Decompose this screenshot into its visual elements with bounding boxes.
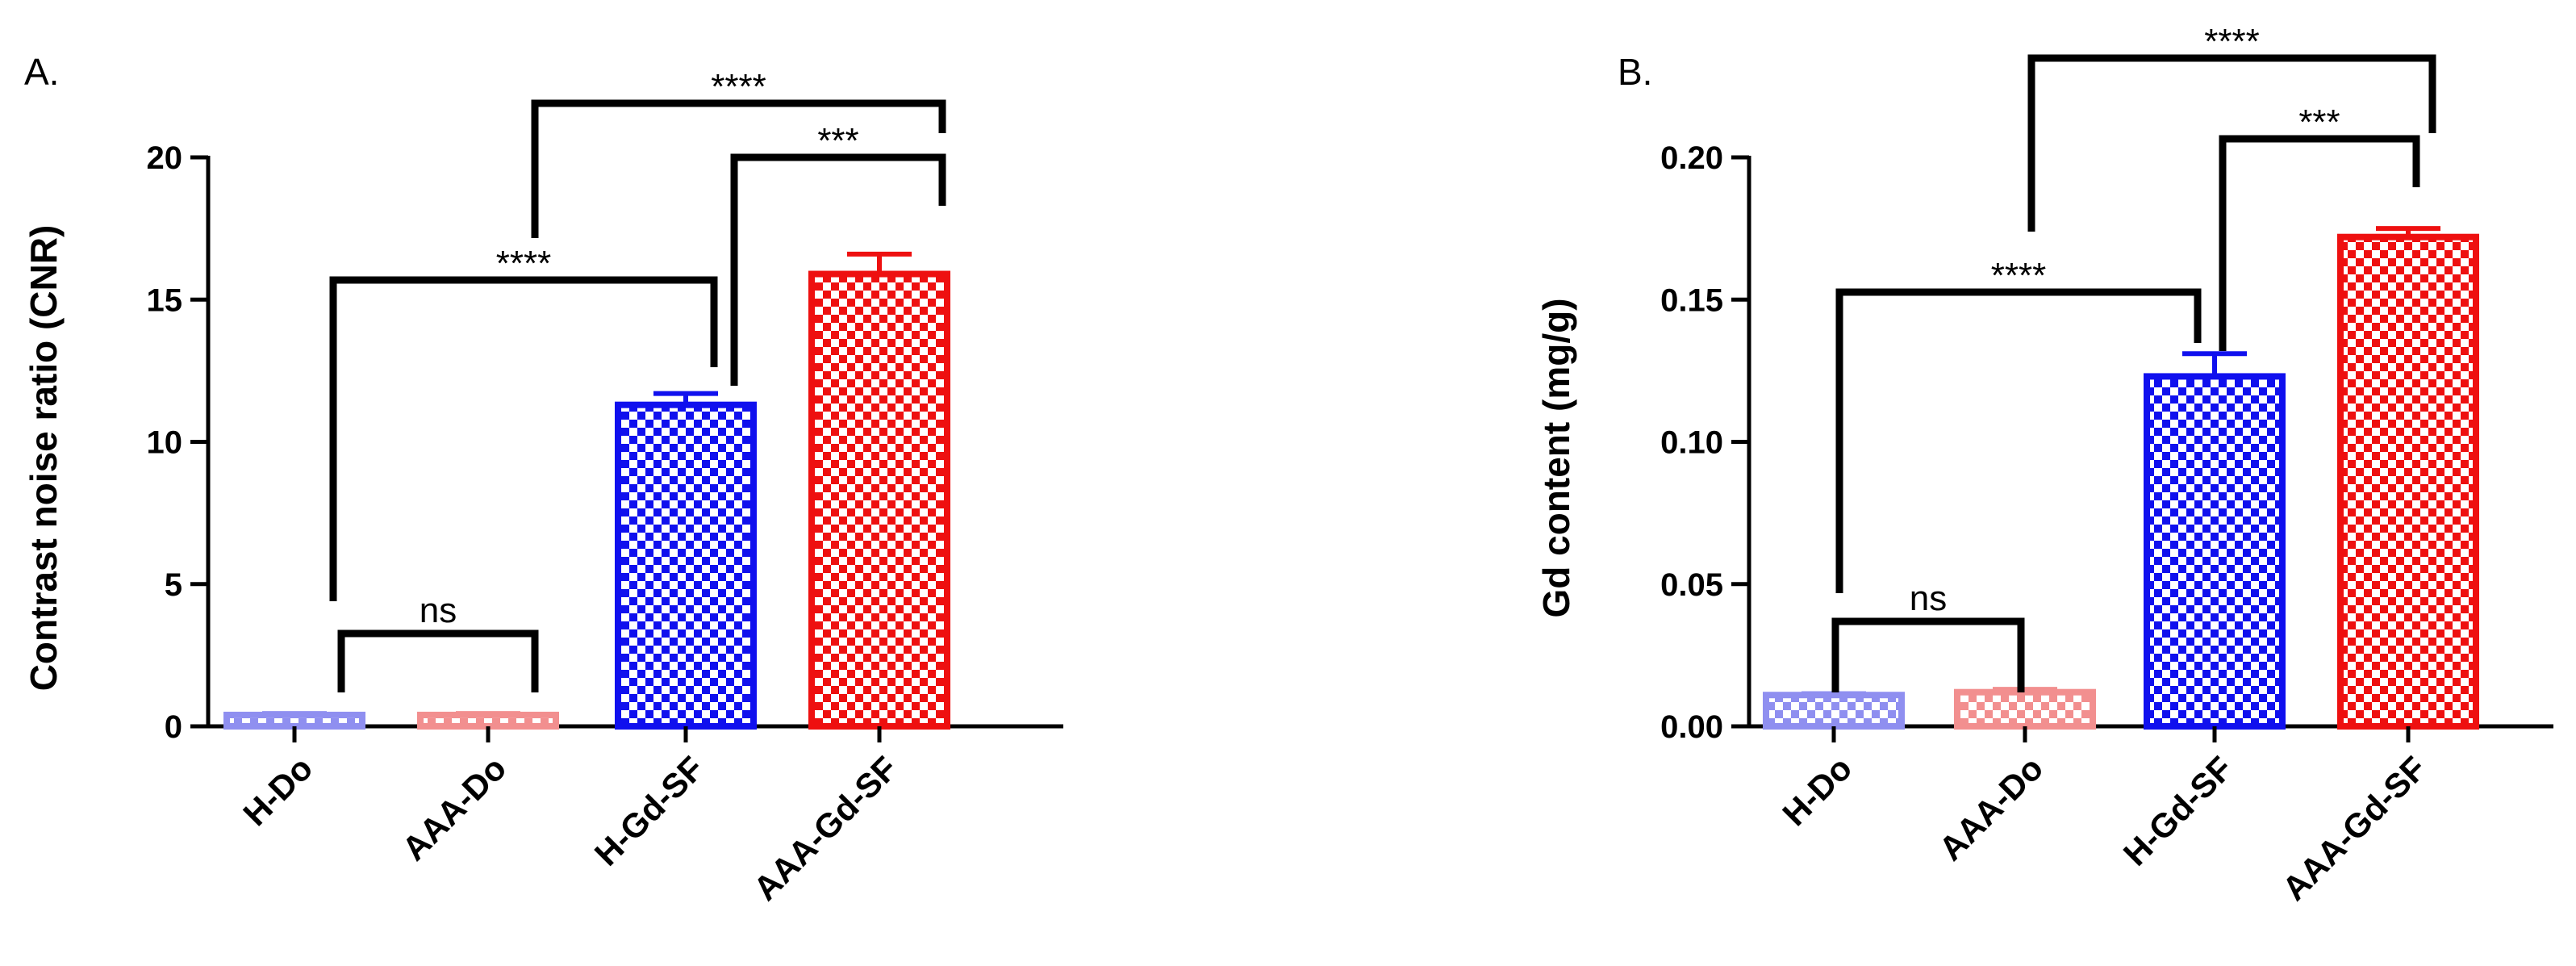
y-tick-label: 20 — [147, 140, 183, 176]
significance-bracket — [2027, 54, 2436, 232]
x-tick-label: AAA-Gd-SF — [746, 749, 905, 908]
significance-label: *** — [817, 121, 858, 161]
y-tick-label: 0.00 — [1660, 709, 1723, 745]
bar-h-gd-sf — [2144, 373, 2286, 730]
bar-h-do — [1763, 692, 1905, 730]
panel-label: A. — [24, 51, 59, 93]
y-tick-label: 0.10 — [1660, 425, 1723, 461]
x-tick-label: AAA-Do — [1931, 749, 2050, 868]
x-tick-label: H-Do — [1775, 749, 1859, 833]
x-tick-label: H-Gd-SF — [2116, 749, 2240, 873]
significance-bracket — [2219, 135, 2420, 351]
x-tick-label: AAA-Do — [395, 749, 513, 868]
x-tick-label: H-Do — [236, 749, 319, 833]
y-tick-label: 10 — [147, 425, 183, 461]
chart-panel-b: B. Gd content (mg/g) 0.00 0.05 0.10 0.15 0.20 H… — [1535, 22, 2553, 908]
y-tick-label: 5 — [165, 567, 182, 603]
significance-label: *** — [2298, 102, 2340, 142]
significance-bracket — [730, 153, 946, 386]
significance-bracket — [1831, 617, 2025, 692]
y-tick-label: 0.20 — [1660, 140, 1723, 176]
chart-panel-a: A. Contrast noise ratio (CNR) 0 5 10 15 20 H-Do… — [23, 51, 1063, 908]
significance-label: **** — [711, 67, 766, 107]
bar-h-gd-sf — [615, 401, 757, 730]
y-axis-label: Contrast noise ratio (CNR) — [23, 225, 65, 692]
bar-h-do — [223, 711, 365, 730]
significance-bracket — [1835, 288, 2202, 593]
bar-aaa-gd-sf — [808, 270, 950, 730]
y-tick-label: 15 — [147, 282, 183, 318]
bar-aaa-gd-sf — [2337, 233, 2479, 730]
bar-aaa-do — [1954, 688, 2096, 730]
bar-aaa-do — [417, 711, 559, 730]
y-axis-label: Gd content (mg/g) — [1535, 298, 1577, 617]
y-tick-label: 0.15 — [1660, 282, 1723, 318]
significance-bracket — [337, 629, 539, 692]
significance-bracket — [531, 99, 946, 238]
y-tick-label: 0.05 — [1660, 567, 1723, 603]
significance-label: **** — [2204, 22, 2260, 61]
significance-label: **** — [1991, 256, 2047, 295]
y-tick-label: 0 — [165, 709, 182, 745]
significance-bracket — [329, 276, 718, 601]
x-tick-label: AAA-Gd-SF — [2275, 749, 2434, 908]
x-tick-label: H-Gd-SF — [587, 749, 712, 873]
significance-label: ns — [420, 591, 457, 630]
significance-label: **** — [496, 244, 552, 283]
panel-label: B. — [1618, 51, 1652, 93]
significance-label: ns — [1910, 579, 1947, 618]
